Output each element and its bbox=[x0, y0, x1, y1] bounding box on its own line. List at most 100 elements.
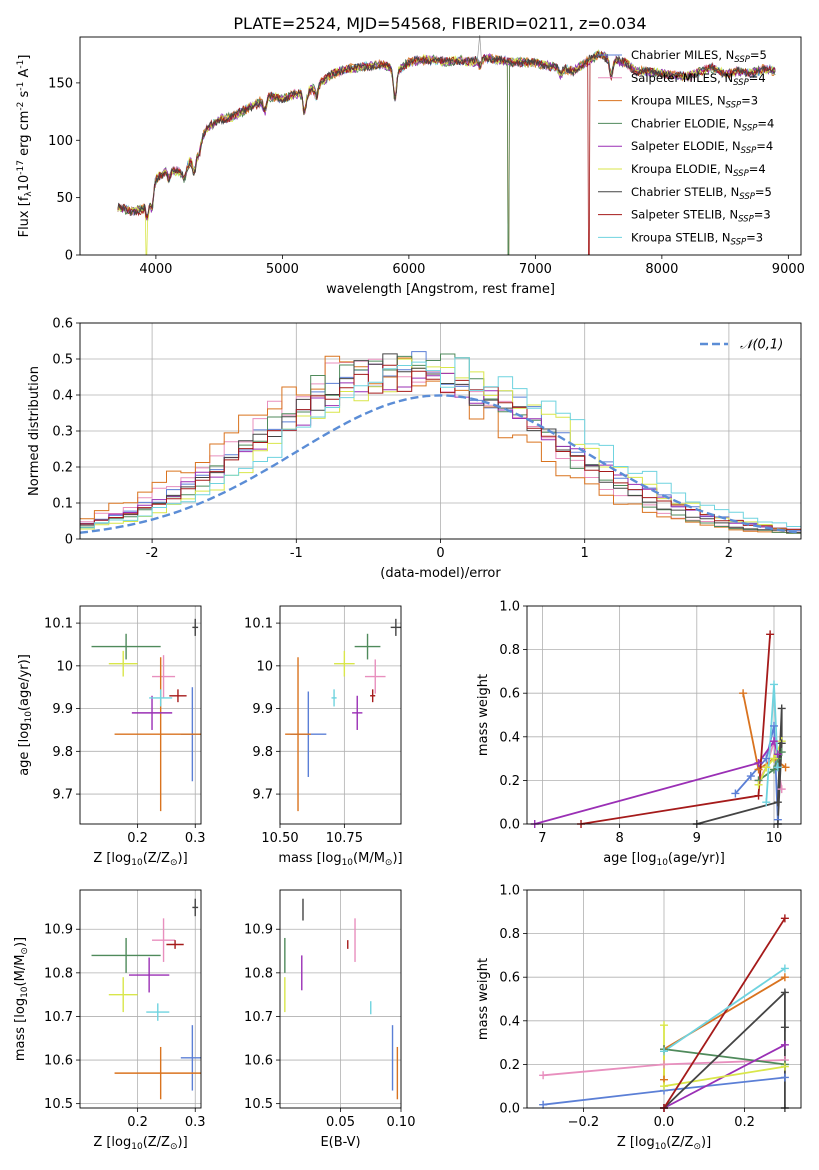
axes-frame bbox=[79, 889, 202, 1109]
figure-title: PLATE=2524, MJD=54568, FIBERID=0211, z=0… bbox=[233, 14, 646, 33]
halpha-spike bbox=[476, 34, 482, 63]
y-axis-label: Normed distribution bbox=[27, 366, 42, 496]
y-tick-label: 10.8 bbox=[244, 966, 273, 981]
weight-marker bbox=[777, 785, 786, 794]
y-tick-label: 9.7 bbox=[52, 788, 73, 803]
weight-marker bbox=[780, 914, 789, 923]
y-tick-label: 10 bbox=[56, 659, 73, 674]
weight-line bbox=[580, 634, 771, 824]
weight-marker bbox=[769, 680, 778, 689]
histogram-steps bbox=[80, 358, 801, 530]
y-tick-label: 0.6 bbox=[52, 317, 73, 332]
weight-line bbox=[663, 1048, 786, 1066]
x-tick-label: 8000 bbox=[645, 262, 678, 277]
y-tick-label: 0.0 bbox=[499, 1102, 520, 1117]
x-tick-label: 9000 bbox=[772, 262, 805, 277]
y-tick-label: 10.9 bbox=[44, 923, 73, 938]
panel-age-vs-mass: 10.50 10.75 9.7 9.8 9.9 10 10.1 mass [log10(M/M… bbox=[244, 605, 403, 868]
errorbar-point bbox=[390, 618, 401, 636]
x-axis-label: Z [log10(Z/Z⊙)] bbox=[617, 1135, 711, 1152]
legend-entry: Salpeter ELODIE, NSSP=4 bbox=[631, 139, 773, 156]
weight-marker bbox=[769, 754, 778, 763]
y-tick-label: 10.7 bbox=[244, 1010, 273, 1025]
y-tick-label: 0.8 bbox=[499, 643, 520, 658]
y-tick-label: 0.2 bbox=[52, 461, 73, 476]
weight-marker bbox=[769, 737, 778, 746]
y-tick-label: 10.5 bbox=[244, 1097, 273, 1112]
plot-area bbox=[284, 898, 399, 1100]
axes-frame bbox=[526, 889, 802, 1109]
errorbar-point bbox=[149, 689, 173, 707]
weight-marker bbox=[754, 791, 763, 800]
plot-area bbox=[91, 618, 201, 812]
weight-marker bbox=[780, 1073, 789, 1082]
weight-line bbox=[663, 917, 786, 1108]
weight-marker bbox=[746, 772, 755, 781]
legend-entry: Kroupa ELODIE, NSSP=4 bbox=[631, 162, 766, 179]
x-tick-label: −0.2 bbox=[568, 1115, 600, 1130]
x-tick-label: 0.2 bbox=[127, 1115, 148, 1130]
legend-entry: Kroupa MILES, NSSP=3 bbox=[631, 94, 758, 111]
axes-frame bbox=[279, 605, 402, 825]
x-tick-label: 0.2 bbox=[127, 831, 148, 846]
x-tick-label: 6000 bbox=[392, 262, 425, 277]
legend-entry: Salpeter MILES, NSSP=4 bbox=[631, 71, 766, 88]
y-tick-label: 0 bbox=[65, 249, 73, 264]
spectrum-line bbox=[117, 51, 776, 217]
x-tick-label: -1 bbox=[290, 546, 303, 561]
x-axis-label: Z [log10(Z/Z⊙)] bbox=[93, 851, 187, 868]
errorbar-point bbox=[131, 695, 173, 730]
spectrum-line bbox=[117, 50, 776, 255]
errorbar-point bbox=[146, 1003, 170, 1021]
y-tick-label: 0 bbox=[65, 533, 73, 548]
weight-marker bbox=[780, 964, 789, 973]
errorbar-point bbox=[166, 940, 184, 949]
weight-marker bbox=[754, 758, 763, 767]
weight-marker bbox=[731, 789, 740, 798]
errorbar-point bbox=[331, 689, 337, 707]
errorbar-point bbox=[169, 689, 187, 703]
weight-marker bbox=[777, 704, 786, 713]
weight-marker bbox=[762, 754, 771, 763]
errorbar-point bbox=[192, 618, 199, 636]
y-tick-label: 0.4 bbox=[499, 1014, 520, 1029]
normal-curve bbox=[80, 394, 801, 534]
x-tick-label: 0.3 bbox=[185, 831, 206, 846]
x-tick-label: 0 bbox=[436, 546, 444, 561]
y-tick-label: 9.8 bbox=[252, 745, 273, 760]
y-tick-label: 0.6 bbox=[499, 687, 520, 702]
y-tick-label: 1.0 bbox=[499, 884, 520, 899]
errorbar-point bbox=[334, 650, 355, 677]
axes-frame bbox=[79, 322, 802, 540]
x-tick-label: 9 bbox=[693, 831, 701, 846]
errorbar-point bbox=[285, 657, 311, 812]
histogram-steps bbox=[80, 357, 801, 529]
weight-marker bbox=[539, 1071, 548, 1080]
y-tick-label: 0.2 bbox=[499, 774, 520, 789]
y-tick-label: 100 bbox=[48, 134, 73, 149]
panel-weight-vs-Z: −0.2 0.0 0.2 0.0 0.2 0.4 0.6 0.8 1.0 Z [log10(Z/Z… bbox=[476, 884, 802, 1152]
errorbar-point bbox=[108, 977, 138, 1013]
weight-marker bbox=[777, 739, 786, 748]
x-axis-label: E(B-V) bbox=[320, 1135, 360, 1150]
weight-marker bbox=[773, 750, 782, 759]
y-tick-label: 50 bbox=[56, 191, 73, 206]
legend-entry: Chabrier ELODIE, NSSP=4 bbox=[631, 116, 774, 133]
weight-line bbox=[663, 967, 786, 1053]
y-tick-label: 10.6 bbox=[244, 1054, 273, 1069]
weight-line bbox=[663, 1025, 786, 1088]
y-axis-label: mass weight bbox=[476, 958, 491, 1040]
panel-weight-vs-age: 7 8 9 10 0.0 0.2 0.4 0.6 0.8 1.0 age [log10(age/yr… bbox=[476, 600, 802, 868]
x-tick-label: 10.50 bbox=[261, 831, 298, 846]
x-tick-label: 2 bbox=[725, 546, 733, 561]
errorbar-point bbox=[192, 898, 199, 917]
weight-marker bbox=[781, 763, 790, 772]
weight-marker bbox=[660, 1082, 668, 1091]
x-tick-label: 0.05 bbox=[326, 1115, 355, 1130]
errorbar-point bbox=[364, 659, 386, 694]
plot-area bbox=[80, 351, 801, 534]
axes-frame bbox=[279, 889, 402, 1109]
y-tick-label: 0.0 bbox=[499, 818, 520, 833]
errorbar-point bbox=[352, 695, 363, 730]
y-tick-label: 10.7 bbox=[44, 1010, 73, 1025]
